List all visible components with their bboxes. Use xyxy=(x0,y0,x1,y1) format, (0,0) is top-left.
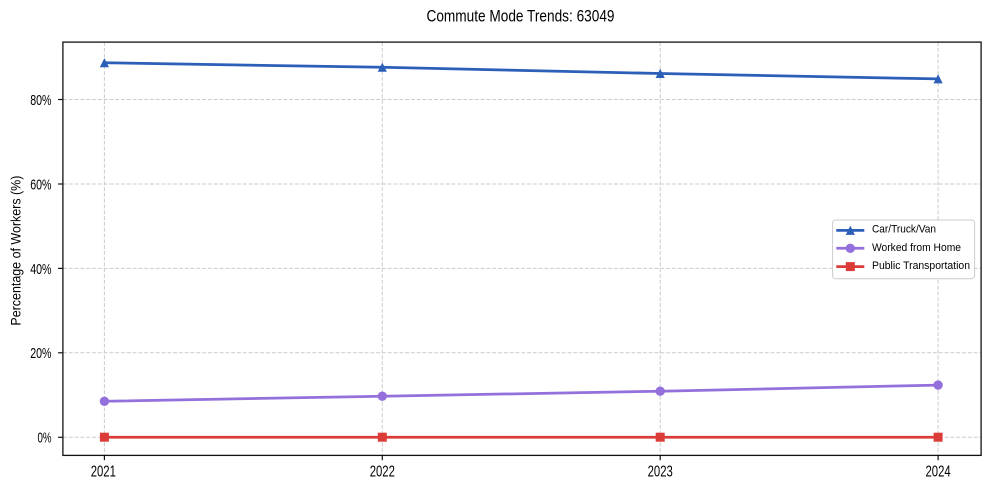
svg-text:Percentage of Workers (%): Percentage of Workers (%) xyxy=(9,176,25,326)
svg-text:40%: 40% xyxy=(30,261,51,278)
svg-text:2021: 2021 xyxy=(91,464,116,481)
svg-text:2024: 2024 xyxy=(926,464,952,481)
svg-text:2022: 2022 xyxy=(370,464,395,481)
svg-text:Public Transportation: Public Transportation xyxy=(872,260,970,272)
svg-text:20%: 20% xyxy=(30,345,51,362)
svg-text:80%: 80% xyxy=(30,92,51,109)
svg-text:Worked from Home: Worked from Home xyxy=(872,242,961,254)
svg-text:2023: 2023 xyxy=(648,464,673,481)
svg-text:60%: 60% xyxy=(30,176,51,193)
svg-text:Commute Mode Trends: 63049: Commute Mode Trends: 63049 xyxy=(427,8,615,26)
svg-text:0%: 0% xyxy=(38,430,52,447)
svg-text:Car/Truck/Van: Car/Truck/Van xyxy=(872,224,936,236)
